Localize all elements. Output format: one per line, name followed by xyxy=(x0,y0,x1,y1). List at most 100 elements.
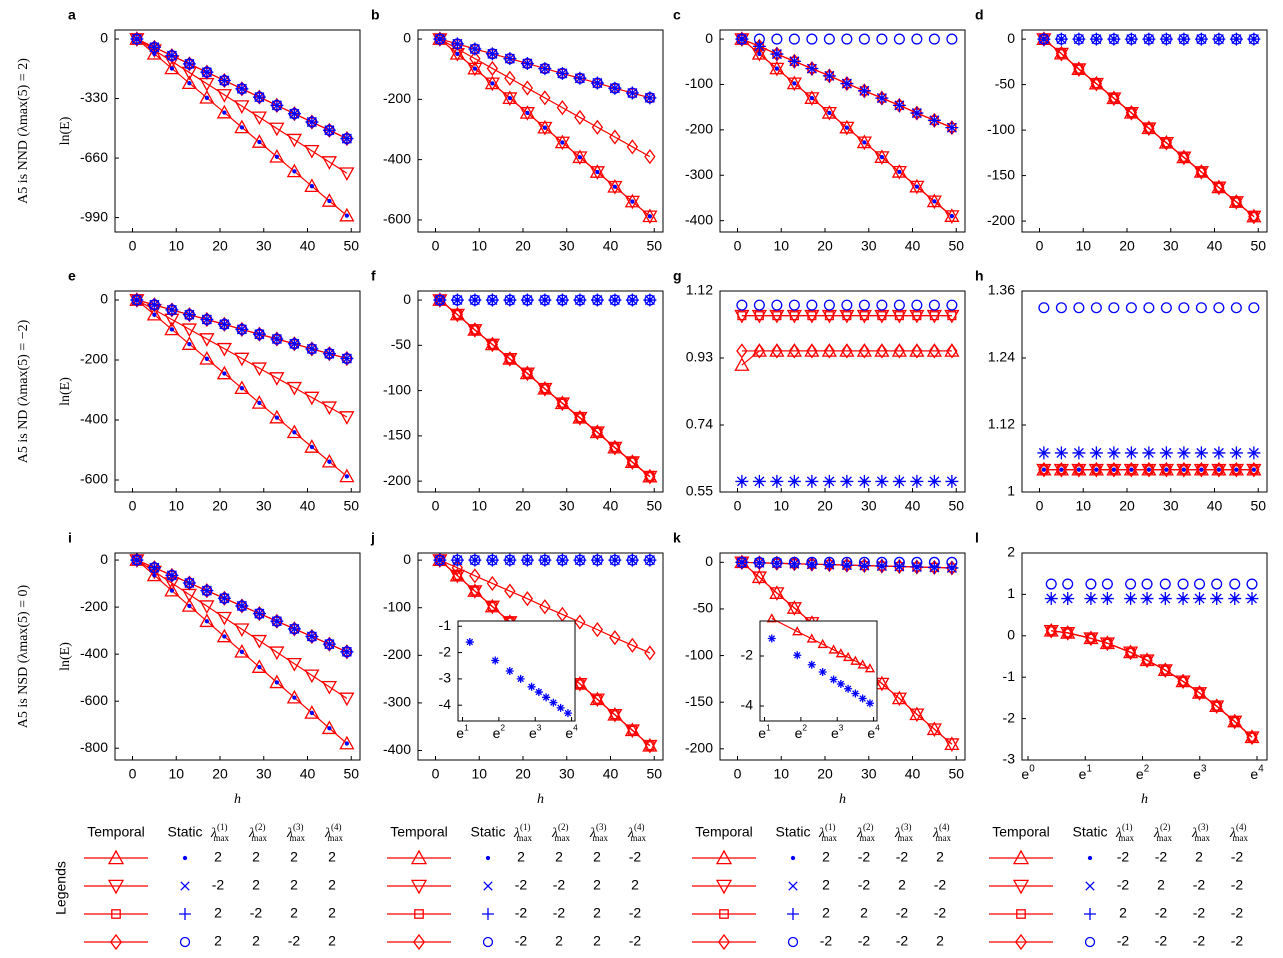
marker xyxy=(840,474,854,488)
marker xyxy=(166,569,178,581)
marker xyxy=(1037,446,1051,460)
marker xyxy=(1230,716,1240,727)
marker xyxy=(467,62,483,77)
marker xyxy=(486,575,499,592)
x-tick-label: 10 xyxy=(471,766,487,782)
marker xyxy=(644,294,656,306)
marker xyxy=(1142,446,1156,460)
marker xyxy=(234,352,250,367)
marker xyxy=(146,306,162,321)
row-label: A5 is NSD (λmax(5) = 0) xyxy=(16,584,31,728)
marker xyxy=(216,104,232,119)
legend-header: Static xyxy=(775,824,810,840)
marker xyxy=(181,75,197,90)
y-tick-label: -100 xyxy=(383,381,411,397)
marker xyxy=(556,395,569,411)
marker xyxy=(893,343,906,359)
plot-frame xyxy=(1021,552,1268,761)
plot-frame xyxy=(1021,29,1268,233)
x-tick-label: 30 xyxy=(256,498,272,514)
marker xyxy=(766,613,777,623)
marker xyxy=(786,77,802,92)
marker xyxy=(1214,465,1224,475)
lambda-symbol: λ xyxy=(1153,826,1160,841)
tick-exp: 3 xyxy=(839,723,844,733)
marker xyxy=(928,299,940,311)
lambda-symbol: λ xyxy=(1191,826,1198,841)
marker xyxy=(539,294,551,306)
marker xyxy=(927,113,941,127)
y-tick-label: -3 xyxy=(1003,751,1016,767)
marker xyxy=(788,343,801,359)
marker xyxy=(257,139,262,145)
marker xyxy=(452,571,462,581)
marker xyxy=(339,468,355,483)
marker xyxy=(821,106,837,121)
marker xyxy=(751,571,767,586)
marker xyxy=(1159,662,1171,678)
marker xyxy=(239,386,245,391)
x-tick-label: 0 xyxy=(129,498,137,514)
marker xyxy=(858,694,867,703)
marker xyxy=(1108,90,1120,106)
marker xyxy=(1140,592,1154,606)
marker xyxy=(932,199,937,204)
marker xyxy=(788,299,800,311)
x-tick-label: 0 xyxy=(129,238,137,254)
marker xyxy=(183,309,195,321)
lambda-sub: max xyxy=(252,833,268,843)
marker xyxy=(1144,465,1154,475)
marker xyxy=(1091,79,1101,89)
marker xyxy=(911,343,923,359)
marker xyxy=(521,554,533,566)
legend-value: 2 xyxy=(555,933,563,949)
marker xyxy=(1213,33,1225,45)
marker xyxy=(626,294,638,306)
marker xyxy=(1125,302,1137,314)
marker xyxy=(609,82,621,94)
marker xyxy=(1146,467,1152,472)
marker xyxy=(1143,462,1155,478)
marker xyxy=(804,92,820,106)
y-tick-label: -400 xyxy=(685,211,713,227)
lambda-sup: (2) xyxy=(863,822,874,832)
y-tick-label: -200 xyxy=(383,90,411,106)
marker xyxy=(1055,46,1068,62)
tick-base: e xyxy=(1250,766,1258,782)
y-tick-label: 0 xyxy=(100,551,108,567)
marker xyxy=(736,33,748,45)
marker xyxy=(131,554,143,566)
marker xyxy=(737,311,747,321)
marker xyxy=(1247,732,1257,742)
marker xyxy=(627,725,637,735)
marker xyxy=(1158,592,1172,606)
marker xyxy=(181,598,197,612)
marker xyxy=(1126,647,1136,657)
marker xyxy=(269,674,285,689)
x-tick-label: 50 xyxy=(1250,498,1266,514)
marker xyxy=(1076,467,1082,472)
marker xyxy=(486,294,498,306)
marker xyxy=(1193,592,1207,606)
y-axis-label: ln(E) xyxy=(58,377,73,406)
marker xyxy=(575,413,585,423)
marker xyxy=(1230,462,1243,478)
x-tick-label: e2 xyxy=(493,723,506,741)
plot-frame xyxy=(417,552,664,761)
legend-value: -2 xyxy=(1117,933,1130,949)
marker xyxy=(876,556,888,568)
marker xyxy=(856,343,872,357)
legend-value: -2 xyxy=(1231,877,1244,893)
marker xyxy=(792,81,797,86)
marker xyxy=(465,638,474,647)
marker xyxy=(1039,465,1049,475)
marker xyxy=(434,33,446,45)
marker xyxy=(944,343,960,357)
legend-value: 2 xyxy=(822,849,830,865)
marker xyxy=(216,628,232,643)
marker xyxy=(910,474,924,488)
marker xyxy=(469,322,481,338)
marker xyxy=(234,380,250,395)
marker xyxy=(216,365,232,380)
x-tick-label: 0 xyxy=(1036,238,1044,254)
